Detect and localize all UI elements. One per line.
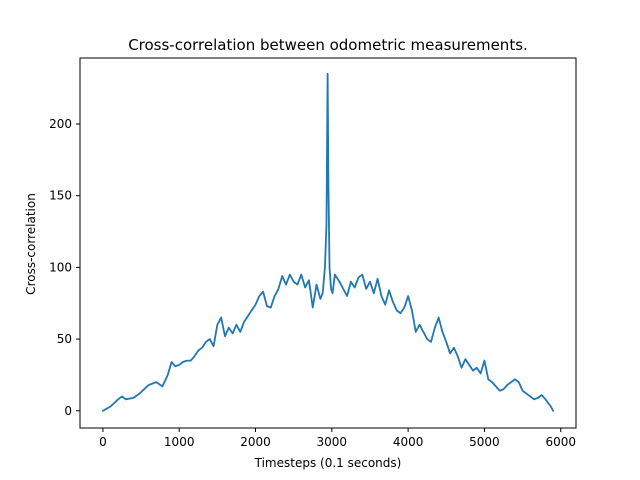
x-tick-label: 1000 <box>164 435 195 449</box>
x-tick-label: 5000 <box>469 435 500 449</box>
x-tick-label: 2000 <box>240 435 271 449</box>
chart-title: Cross-correlation between odometric meas… <box>128 36 528 54</box>
x-tick-label: 0 <box>99 435 107 449</box>
x-tick-label: 6000 <box>545 435 576 449</box>
x-axis-label: Timesteps (0.1 seconds) <box>254 456 402 470</box>
x-axis-ticks: 0 1000 2000 3000 4000 5000 6000 <box>99 428 576 449</box>
x-tick-label: 4000 <box>393 435 424 449</box>
x-tick-label: 3000 <box>317 435 348 449</box>
y-tick-label: 200 <box>49 117 72 131</box>
axes-frame <box>79 57 577 429</box>
cross-correlation-series-line <box>101 72 555 412</box>
y-tick-label: 0 <box>64 404 72 418</box>
y-tick-label: 150 <box>49 189 72 203</box>
y-axis-label: Cross-correlation <box>24 193 38 295</box>
plot-area <box>79 57 577 429</box>
y-axis-ticks: 0 50 100 150 200 <box>49 117 80 418</box>
y-tick-label: 100 <box>49 260 72 274</box>
y-tick-label: 50 <box>57 332 72 346</box>
